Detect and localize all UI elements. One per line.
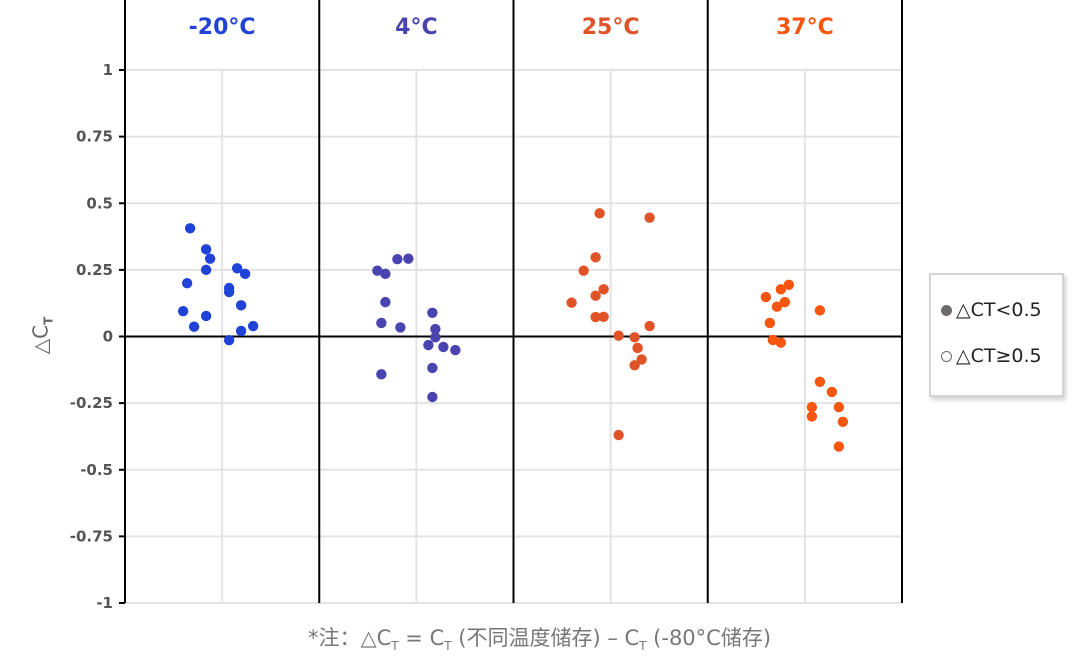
data-point	[430, 323, 441, 335]
data-point	[372, 265, 383, 276]
y-tick-label: 0.75	[76, 128, 113, 146]
data-point	[806, 411, 818, 422]
data-point	[775, 284, 787, 295]
panel-title: 37°C	[776, 15, 834, 40]
data-point	[450, 344, 461, 356]
legend: △CT<0.5 △CT≥0.5	[929, 273, 1064, 397]
data-point	[590, 290, 601, 301]
panel-title: 25°C	[582, 15, 640, 40]
y-tick-label: 0.5	[86, 194, 113, 212]
data-point	[200, 310, 212, 322]
data-point	[376, 369, 387, 380]
data-point	[380, 268, 391, 280]
data-point	[427, 307, 438, 318]
data-point	[613, 429, 624, 441]
panel-title: 4°C	[395, 15, 437, 40]
data-point	[590, 252, 601, 263]
data-point	[200, 244, 212, 255]
data-point	[629, 360, 640, 371]
y-tick-label: -0.5	[80, 461, 113, 479]
data-point	[771, 301, 783, 312]
panel-title: -20°C	[189, 15, 256, 40]
data-point	[764, 317, 776, 329]
data-point	[181, 278, 193, 289]
data-point	[177, 305, 189, 317]
data-point	[632, 342, 643, 354]
data-point	[566, 297, 577, 308]
data-point	[636, 354, 647, 365]
data-point	[427, 362, 438, 374]
data-point	[590, 311, 601, 323]
data-point	[423, 339, 434, 351]
data-point	[644, 212, 655, 223]
data-point	[200, 264, 212, 276]
data-point	[380, 296, 391, 308]
data-point	[779, 296, 791, 308]
data-point	[767, 334, 779, 346]
data-point	[814, 305, 826, 316]
filled-circle-icon	[941, 304, 952, 316]
data-point	[578, 265, 589, 276]
data-point	[395, 322, 406, 333]
data-point	[403, 253, 414, 264]
data-point	[427, 391, 438, 403]
data-point	[247, 320, 259, 332]
data-point	[235, 300, 247, 311]
data-point	[392, 254, 403, 265]
y-tick-label: 0.25	[76, 261, 113, 279]
data-point	[231, 263, 243, 274]
data-point	[188, 321, 200, 332]
legend-item-ge: △CT≥0.5	[941, 345, 1042, 367]
data-points	[177, 208, 849, 452]
legend-item-lt: △CT<0.5	[941, 299, 1042, 321]
data-point	[430, 332, 441, 343]
data-point	[239, 268, 251, 280]
data-point	[438, 341, 449, 353]
data-point	[814, 376, 826, 388]
open-circle-icon	[941, 350, 952, 362]
y-tick-label: -1	[96, 594, 113, 612]
data-point	[235, 325, 247, 337]
y-axis-ticks: 1 0.75 0.5 0.25 0 -0.25 -0.5 -0.75 -1	[70, 61, 125, 612]
data-point	[204, 253, 216, 264]
data-point	[760, 291, 772, 303]
data-point	[613, 330, 624, 341]
y-tick-label: -0.75	[70, 527, 113, 545]
data-point	[833, 401, 845, 413]
data-point	[223, 335, 235, 346]
data-point	[598, 284, 609, 295]
data-point	[223, 286, 235, 298]
data-point	[598, 311, 609, 322]
y-axis-label: △CT	[28, 316, 56, 355]
data-point	[837, 416, 849, 427]
data-point	[376, 317, 387, 329]
data-point	[826, 386, 838, 398]
y-tick-label: 1	[103, 61, 113, 79]
y-tick-label: 0	[103, 328, 113, 346]
data-point	[775, 337, 787, 348]
y-tick-label: -0.25	[70, 394, 113, 412]
data-point	[833, 441, 845, 452]
data-point	[806, 401, 818, 413]
data-point	[629, 332, 640, 343]
data-point	[644, 320, 655, 332]
footnote: *注：△CT = CT (不同温度储存) – CT (-80°C储存)	[307, 626, 772, 654]
data-point	[783, 279, 795, 290]
data-point	[184, 223, 196, 234]
data-point	[594, 208, 605, 219]
